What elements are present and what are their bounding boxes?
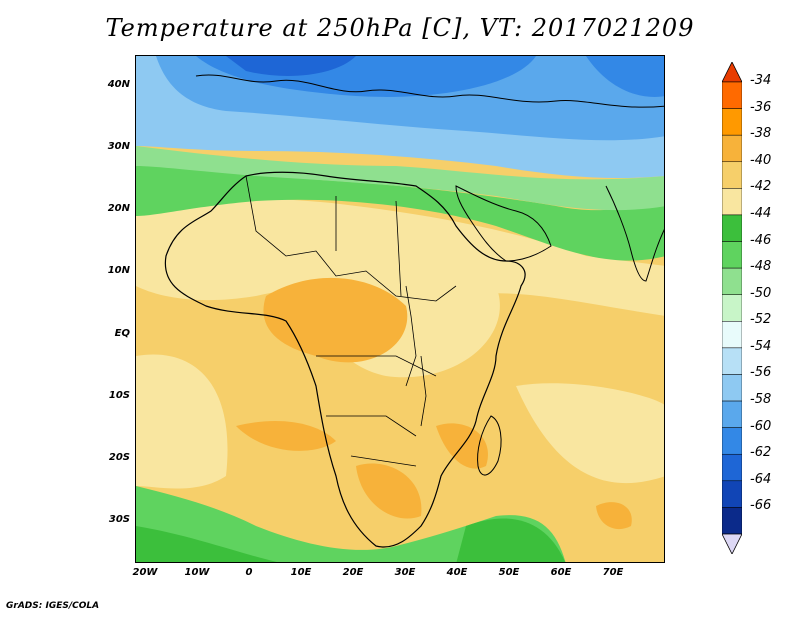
colorbar-segment xyxy=(722,188,742,216)
colorbar-label: -62 xyxy=(750,445,772,461)
colorbar-segment xyxy=(722,81,742,109)
south-cold-band-dark xyxy=(136,526,277,562)
arabia-coastline xyxy=(455,185,552,262)
colorbar-label: -50 xyxy=(750,285,772,301)
colorbar-label: -46 xyxy=(750,232,772,248)
lat-label-20n: 20N xyxy=(107,203,130,214)
colorbar-label: -64 xyxy=(750,471,772,487)
colorbar-label: -58 xyxy=(750,392,772,408)
hot-spot-south-africa xyxy=(356,463,422,519)
colorbar-segment xyxy=(722,480,742,508)
india-coastline xyxy=(605,185,664,282)
north-deep-blue xyxy=(226,56,356,76)
colorbar-label: -40 xyxy=(750,152,772,168)
north-light-green-band xyxy=(136,146,664,211)
colorbar-label: -42 xyxy=(750,179,772,195)
pale-east xyxy=(516,383,664,483)
lon-label-50e: 50E xyxy=(498,567,520,578)
colorbar-segment xyxy=(722,347,742,375)
colorbar-label: -66 xyxy=(750,498,772,514)
colorbar-segment xyxy=(722,214,742,242)
lat-label-30s: 30S xyxy=(108,514,130,525)
map-title: Temperature at 250hPa [C], VT: 201702120… xyxy=(105,14,695,42)
colorbar-segment xyxy=(722,241,742,269)
lon-label-30e: 30E xyxy=(394,567,416,578)
colorbar-label: -52 xyxy=(750,312,772,328)
lat-label-eq: EQ xyxy=(114,328,130,339)
temperature-map xyxy=(136,56,664,562)
lon-label-0: 0 xyxy=(245,567,253,578)
lon-label-40e: 40E xyxy=(446,567,468,578)
borders-interior xyxy=(316,196,437,467)
lat-label-10s: 10S xyxy=(108,390,130,401)
colorbar-segment xyxy=(722,453,742,482)
colorbar-segment xyxy=(722,267,742,295)
grads-credit: GrADS: IGES/COLA xyxy=(6,601,100,611)
colorbar xyxy=(722,62,742,554)
pale-west xyxy=(136,354,228,489)
colorbar-segment xyxy=(722,134,742,163)
lon-label-20e: 20E xyxy=(342,567,364,578)
north-green-band xyxy=(136,156,664,261)
colorbar-segment xyxy=(722,400,742,428)
south-cold-band xyxy=(136,486,566,562)
colorbar-segment xyxy=(722,507,742,535)
lon-label-70e: 70E xyxy=(602,567,624,578)
colorbar-label: -48 xyxy=(750,259,772,275)
great-lakes-lines xyxy=(405,285,427,427)
colorbar-label: -36 xyxy=(750,99,772,115)
hot-spot-angola xyxy=(236,421,336,451)
lat-label-30n: 30N xyxy=(107,141,130,152)
colorbar-label: -38 xyxy=(750,126,772,142)
madagascar-coastline xyxy=(477,415,502,476)
colorbar-segment xyxy=(722,108,742,136)
borders-north xyxy=(245,175,457,302)
map-plot-area xyxy=(135,55,665,563)
mediterranean-coast xyxy=(195,74,664,108)
lat-label-10n: 10N xyxy=(107,265,130,276)
hot-spot-indian-ocean xyxy=(596,502,632,530)
colorbar-label: -44 xyxy=(750,205,772,221)
hot-spot-congo xyxy=(263,277,408,363)
lon-label-60e: 60E xyxy=(550,567,572,578)
colorbar-top-triangle xyxy=(722,62,742,83)
colorbar-segment xyxy=(722,374,742,402)
colorbar-label: -54 xyxy=(750,338,772,354)
colorbar-segment xyxy=(722,321,742,349)
lon-label-10w: 10W xyxy=(184,567,210,578)
colorbar-label: -60 xyxy=(750,418,772,434)
colorbar-segment xyxy=(722,161,742,189)
north-east-dark-blue xyxy=(586,56,664,97)
colorbar-segment xyxy=(722,294,742,322)
lon-label-10e: 10E xyxy=(290,567,312,578)
south-cold-band-east xyxy=(456,518,566,562)
lon-label-20w: 20W xyxy=(132,567,158,578)
lat-label-40n: 40N xyxy=(107,79,130,90)
colorbar-bottom-triangle xyxy=(722,533,742,554)
colorbar-label: -56 xyxy=(750,365,772,381)
colorbar-segment xyxy=(722,427,742,455)
colorbar-label: -34 xyxy=(750,73,772,88)
lat-label-20s: 20S xyxy=(108,452,130,463)
africa-coastline xyxy=(164,171,526,548)
